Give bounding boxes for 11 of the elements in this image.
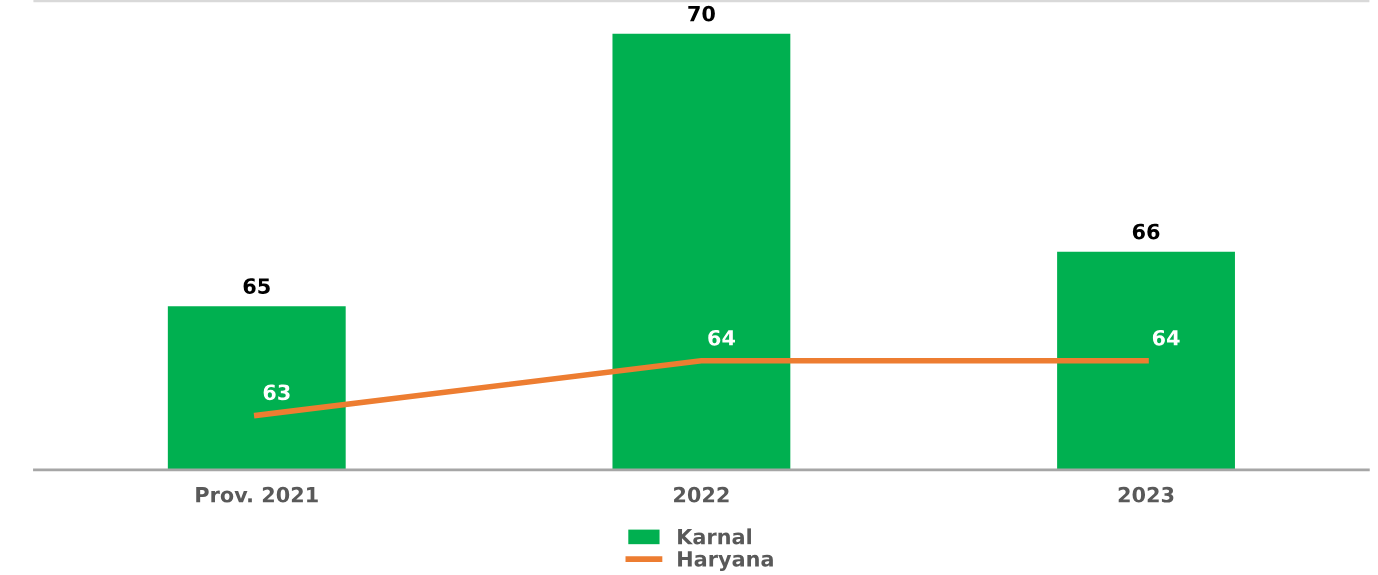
legend-label: Karnal [678,528,751,545]
legend-label: Haryana [678,551,773,571]
data-label: 66 [1132,223,1160,240]
x-tick-label: 2022 [674,486,729,503]
data-label: 64 [1152,329,1180,346]
data-label: 70 [688,5,715,22]
data-label: 63 [263,384,290,401]
data-label: 65 [243,278,270,294]
x-tick-label: Prov. 2021 [196,486,318,503]
x-tick-label: 2023 [1118,486,1174,503]
data-label: 64 [708,329,735,346]
